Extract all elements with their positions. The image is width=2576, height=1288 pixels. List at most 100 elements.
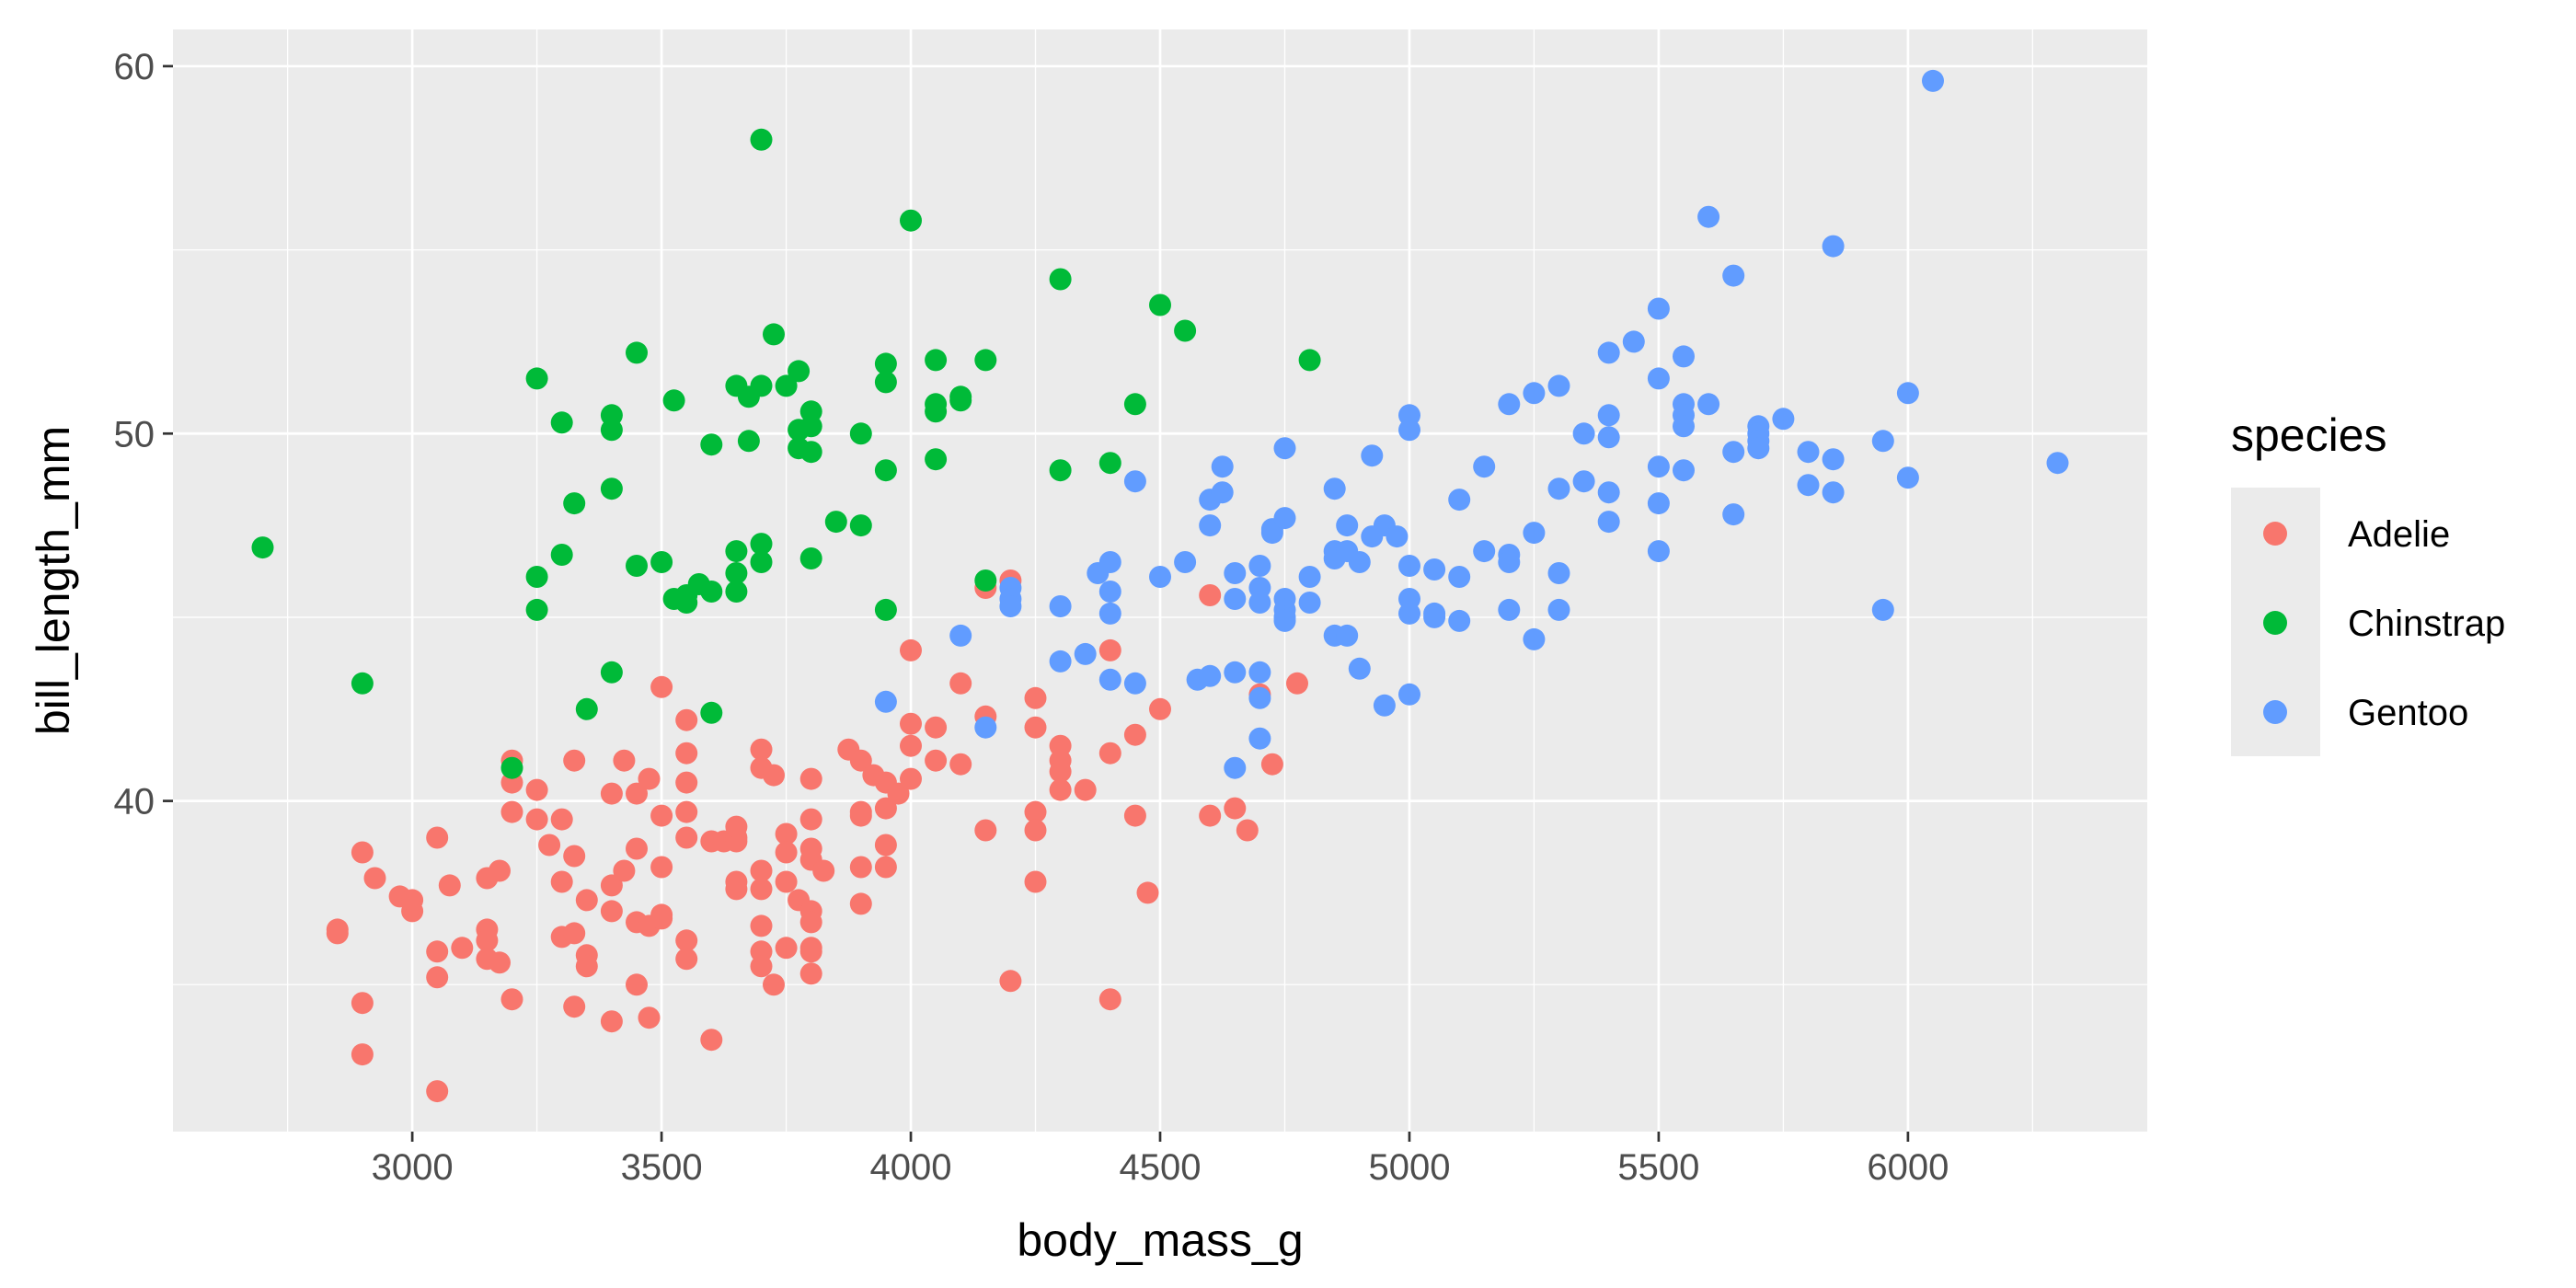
data-point-adelie	[887, 782, 910, 805]
data-point-chinstrap	[662, 389, 685, 412]
data-point-adelie	[900, 767, 922, 790]
data-point-gentoo	[1211, 481, 1234, 504]
data-point-gentoo	[1572, 470, 1595, 493]
data-point-gentoo	[1248, 661, 1271, 684]
data-point-adelie	[451, 937, 474, 960]
data-point-chinstrap	[900, 209, 922, 232]
data-point-gentoo	[1547, 374, 1570, 397]
data-point-adelie	[874, 797, 897, 820]
data-point-gentoo	[1772, 408, 1795, 431]
data-point-adelie	[775, 841, 798, 864]
data-point-adelie	[426, 826, 449, 849]
legend-key-chinstrap	[2263, 611, 2287, 635]
data-point-chinstrap	[1298, 349, 1321, 372]
data-point-adelie	[1199, 804, 1222, 827]
data-point-chinstrap	[525, 566, 548, 588]
data-point-adelie	[750, 878, 773, 901]
data-point-adelie	[500, 988, 523, 1011]
data-point-adelie	[1049, 760, 1072, 783]
data-point-adelie	[1024, 870, 1047, 893]
data-point-chinstrap	[925, 448, 948, 471]
x-tick-label: 4500	[1120, 1147, 1202, 1188]
data-point-adelie	[675, 948, 698, 971]
data-point-adelie	[1286, 672, 1308, 695]
data-point-adelie	[799, 767, 822, 790]
data-point-adelie	[538, 834, 561, 857]
data-point-gentoo	[1248, 727, 1271, 750]
data-point-chinstrap	[750, 533, 773, 556]
data-point-gentoo	[1722, 264, 1745, 287]
data-point-gentoo	[1336, 624, 1359, 647]
data-point-adelie	[799, 940, 822, 963]
data-point-gentoo	[1523, 522, 1546, 545]
data-point-adelie	[1260, 753, 1283, 776]
data-point-gentoo	[974, 716, 997, 739]
data-points	[251, 69, 2069, 1103]
data-point-adelie	[438, 874, 461, 897]
data-point-gentoo	[1348, 657, 1371, 680]
data-point-gentoo	[1448, 566, 1471, 588]
data-point-adelie	[650, 804, 673, 827]
data-point-gentoo	[1523, 382, 1546, 405]
data-point-adelie	[626, 837, 648, 860]
data-point-gentoo	[1597, 426, 1620, 449]
data-point-chinstrap	[799, 547, 822, 569]
data-point-chinstrap	[725, 540, 748, 563]
data-point-gentoo	[1822, 481, 1845, 504]
data-point-chinstrap	[550, 411, 573, 434]
data-point-gentoo	[1323, 477, 1346, 500]
data-point-gentoo	[1547, 477, 1570, 500]
data-point-adelie	[600, 782, 623, 805]
legend: species Adelie Chinstrap Gentoo	[2231, 409, 2505, 756]
data-point-adelie	[775, 937, 798, 960]
legend-label-chinstrap: Chinstrap	[2348, 604, 2505, 644]
data-point-adelie	[1199, 584, 1222, 606]
data-point-adelie	[799, 808, 822, 831]
data-point-gentoo	[1348, 551, 1371, 573]
data-point-gentoo	[1572, 422, 1595, 445]
data-point-adelie	[675, 800, 698, 823]
data-point-adelie	[563, 922, 586, 945]
data-point-gentoo	[2046, 452, 2069, 475]
data-point-adelie	[1236, 819, 1259, 842]
data-point-chinstrap	[799, 441, 822, 464]
data-point-chinstrap	[1049, 459, 1072, 482]
data-point-chinstrap	[949, 389, 972, 412]
data-point-adelie	[1224, 797, 1247, 820]
data-point-adelie	[974, 819, 997, 842]
data-point-adelie	[613, 859, 636, 882]
data-point-gentoo	[1647, 367, 1670, 390]
data-point-adelie	[949, 672, 972, 695]
data-point-chinstrap	[750, 551, 773, 573]
data-point-chinstrap	[788, 360, 811, 383]
data-point-chinstrap	[700, 581, 723, 603]
data-point-chinstrap	[700, 701, 723, 724]
data-point-gentoo	[1361, 444, 1384, 467]
data-point-adelie	[1024, 819, 1047, 842]
data-point-adelie	[900, 734, 922, 757]
data-point-gentoo	[1896, 382, 1919, 405]
data-point-gentoo	[1448, 489, 1471, 512]
data-point-adelie	[326, 922, 349, 945]
data-point-gentoo	[1647, 297, 1670, 320]
data-point-adelie	[900, 712, 922, 735]
data-point-adelie	[874, 834, 897, 857]
data-point-adelie	[563, 845, 586, 868]
data-point-gentoo	[1523, 627, 1546, 650]
data-point-adelie	[626, 973, 648, 996]
x-tick-label: 3000	[372, 1147, 454, 1188]
data-point-gentoo	[1248, 686, 1271, 709]
data-point-chinstrap	[874, 598, 897, 621]
data-point-chinstrap	[775, 374, 798, 397]
data-point-adelie	[725, 878, 748, 901]
data-point-adelie	[650, 675, 673, 698]
data-point-adelie	[600, 874, 623, 897]
data-point-gentoo	[1673, 415, 1695, 438]
data-point-adelie	[1049, 778, 1072, 801]
data-point-adelie	[675, 708, 698, 731]
data-point-adelie	[351, 992, 374, 1015]
data-point-chinstrap	[1098, 452, 1121, 475]
data-point-gentoo	[999, 595, 1022, 617]
data-point-chinstrap	[799, 415, 822, 438]
